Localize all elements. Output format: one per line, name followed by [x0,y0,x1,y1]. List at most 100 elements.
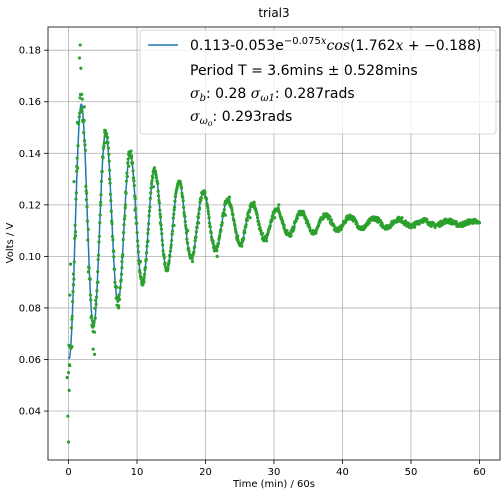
data-point [212,244,216,248]
y-tick-label: 0.12 [19,200,41,211]
data-point [135,221,139,225]
data-point [68,363,72,368]
data-point [288,234,292,238]
data-point [73,236,77,241]
data-point [246,214,250,218]
data-point [196,215,200,220]
data-point [80,110,84,114]
data-point [102,144,106,148]
data-point [193,239,197,243]
data-point [255,213,259,217]
data-point [85,219,90,223]
data-point [264,239,269,243]
data-point [220,220,224,225]
data-point [109,198,113,203]
data-point [307,223,311,227]
data-point [111,238,115,242]
data-point [78,96,82,100]
sigma-b-value: : 0.28 [206,86,251,102]
data-point [211,241,215,245]
data-point [71,272,76,276]
data-point [268,224,272,228]
data-point [126,157,130,161]
data-point [174,192,178,196]
data-point [99,200,103,204]
data-point [169,246,173,250]
data-point [173,199,177,203]
data-point [190,259,195,264]
data-point [207,221,212,225]
data-point [100,169,104,174]
fit-label-plus: + −0.188) [403,38,481,54]
data-point [119,278,123,282]
data-point [67,388,71,393]
data-point [186,246,191,250]
data-point [96,257,100,262]
data-point [183,215,187,219]
data-point [83,148,87,152]
data-point [137,258,141,263]
data-point [75,166,80,170]
data-point [421,220,425,224]
data-point [139,277,143,281]
x-axis-label: Time (min) / 60s [232,479,315,490]
data-point [99,179,104,183]
data-point [85,191,89,196]
data-point [429,224,433,228]
data-point [117,293,121,297]
y-tick-label: 0.06 [19,355,41,366]
data-point [146,227,150,232]
data-point [163,261,167,265]
data-point [168,254,172,259]
data-point [66,414,70,418]
data-point [75,156,79,160]
data-point [78,43,82,47]
data-point [133,194,137,198]
data-point [98,203,103,207]
data-point [93,316,97,320]
data-point [208,225,212,229]
data-point [113,280,117,284]
data-point [73,230,78,234]
fit-label-exponent: −0.075 [284,36,321,47]
data-point [181,199,185,203]
data-point [152,166,157,170]
data-point [132,179,136,183]
data-point [134,216,138,220]
y-tick-label: 0.10 [19,252,41,263]
data-point [192,250,196,254]
data-point [121,253,125,257]
data-point [277,203,281,207]
data-point [145,251,149,255]
data-point [158,208,162,212]
data-point [157,198,161,202]
data-point [98,213,102,217]
data-point [209,231,213,235]
data-point [70,317,74,321]
sigma-b-sub: b [200,93,206,104]
data-point [215,254,219,258]
data-point [265,236,269,240]
data-point [259,229,263,233]
data-point [221,213,226,217]
data-point [66,440,71,444]
data-point [114,284,118,288]
data-point [79,66,83,70]
y-tick-label: 0.18 [19,46,41,57]
data-point [244,225,248,229]
data-point [142,278,146,282]
fit-label-exponent-var: x [321,36,327,47]
data-point [95,280,99,285]
data-point [233,223,237,228]
data-point [138,271,142,275]
data-point [260,232,264,236]
data-point [425,217,429,221]
data-point [181,195,185,199]
data-point [167,259,171,263]
data-point [146,231,150,236]
data-point [147,214,151,218]
data-point [244,223,248,227]
data-point [133,196,137,201]
data-point [97,234,101,239]
data-point [117,304,121,308]
